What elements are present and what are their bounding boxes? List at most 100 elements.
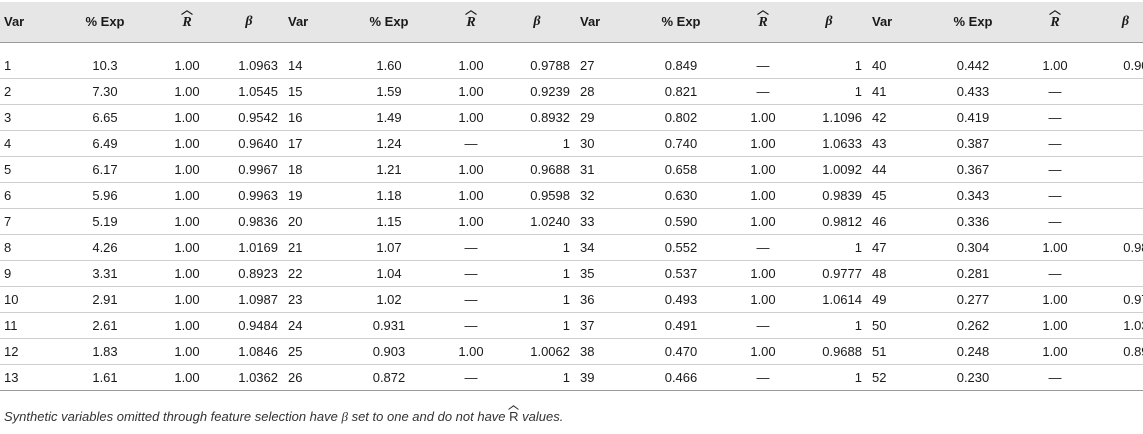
header-var: Var (872, 14, 893, 30)
cell-rhat: 1.00 (174, 109, 200, 125)
table-row: 7 5.19 1.00 0.9836 20 1.15 1.00 1.0240 33 0.590 1.… (0, 208, 1143, 234)
cell-rhat: — (756, 83, 770, 99)
cell-beta: 1 (854, 57, 862, 73)
cell-beta: 1.0062 (530, 343, 570, 359)
cell-var: 19 (288, 187, 303, 203)
rhat-symbol: R (465, 9, 478, 30)
cell-beta: 1 (1088, 130, 1143, 156)
cell-percent-explained: 1.21 (376, 161, 402, 177)
cell-percent-explained: 0.658 (664, 161, 698, 177)
cell-beta: 0.9484 (238, 317, 278, 333)
cell-percent-explained: 1.60 (376, 57, 402, 73)
cell-var: 8 (4, 239, 12, 255)
cell-rhat: — (756, 369, 770, 385)
table-row: 8 4.26 1.00 1.0169 21 1.07 — 1 34 0.552 — 1 47 0.304 1… (0, 234, 1143, 260)
cell-percent-explained: 0.590 (664, 213, 698, 229)
cell-var: 47 (872, 239, 887, 255)
cell-percent-explained: 0.262 (956, 317, 990, 333)
header-percent-explained: % Exp (369, 14, 409, 30)
cell-beta: 0.9963 (238, 187, 278, 203)
cell-beta: 1.0092 (822, 161, 862, 177)
cell-beta: 0.8932 (530, 109, 570, 125)
cell-percent-explained: 6.49 (92, 135, 118, 151)
table-row: 5 6.17 1.00 0.9967 18 1.21 1.00 0.9688 31 0.658 1.… (0, 156, 1143, 182)
cell-beta: 0.9598 (530, 187, 570, 203)
cell-percent-explained: 0.387 (956, 135, 990, 151)
cell-percent-explained: 0.343 (956, 187, 990, 203)
cell-beta: 1 (854, 369, 862, 385)
cell-percent-explained: 1.04 (376, 265, 402, 281)
cell-var: 50 (872, 317, 887, 333)
cell-beta: 0.9967 (238, 161, 278, 177)
header-rhat: R (730, 2, 796, 42)
cell-beta: 0.9688 (822, 343, 862, 359)
cell-var: 28 (580, 83, 595, 99)
cell-percent-explained: 0.442 (956, 57, 990, 73)
cell-percent-explained: 0.740 (664, 135, 698, 151)
cell-var: 12 (4, 343, 19, 359)
header-rhat: R (154, 2, 220, 42)
cell-var: 31 (580, 161, 595, 177)
cell-rhat: 1.00 (174, 343, 200, 359)
table-row: 2 7.30 1.00 1.0545 15 1.59 1.00 0.9239 28 0.821 — 1… (0, 78, 1143, 104)
cell-percent-explained: 4.26 (92, 239, 118, 255)
header-percent-explained: % Exp (85, 14, 125, 30)
cell-var: 46 (872, 213, 887, 229)
cell-percent-explained: 0.903 (372, 343, 406, 359)
cell-rhat: 1.00 (750, 135, 776, 151)
cell-var: 17 (288, 135, 303, 151)
cell-rhat: 1.00 (458, 161, 484, 177)
cell-var: 30 (580, 135, 595, 151)
cell-beta: 1.0362 (238, 369, 278, 385)
cell-percent-explained: 0.630 (664, 187, 698, 203)
beta-symbol: β (533, 14, 541, 30)
cell-rhat: 1.00 (458, 187, 484, 203)
cell-percent-explained: 0.552 (664, 239, 698, 255)
cell-percent-explained: 0.470 (664, 343, 698, 359)
cell-rhat: — (756, 239, 770, 255)
cell-beta: 0.9839 (822, 187, 862, 203)
cell-var: 25 (288, 343, 303, 359)
cell-var: 22 (288, 265, 303, 281)
hat-icon (757, 9, 770, 15)
cell-var: 20 (288, 213, 303, 229)
cell-beta: 1 (562, 369, 570, 385)
cell-percent-explained: 0.336 (956, 213, 990, 229)
cell-percent-explained: 1.83 (92, 343, 118, 359)
table-row: 3 6.65 1.00 0.9542 16 1.49 1.00 0.8932 29 0.802 1.… (0, 104, 1143, 130)
footnote-rhat-symbol: R (508, 405, 519, 424)
cell-rhat: 1.00 (174, 317, 200, 333)
cell-var: 35 (580, 265, 595, 281)
cell-percent-explained: 0.367 (956, 161, 990, 177)
header-var: Var (4, 14, 25, 30)
cell-rhat: 1.00 (174, 57, 200, 73)
cell-percent-explained: 0.931 (372, 317, 406, 333)
cell-percent-explained: 5.19 (92, 213, 118, 229)
cell-var: 26 (288, 369, 303, 385)
cell-percent-explained: 0.491 (664, 317, 698, 333)
rhat-letter: R (466, 14, 476, 30)
header-var: Var (288, 14, 309, 30)
cell-percent-explained: 6.17 (92, 161, 118, 177)
cell-beta: 0.9812 (822, 213, 862, 229)
cell-beta: 0.9828 (1123, 239, 1143, 255)
cell-percent-explained: 1.24 (376, 135, 402, 151)
cell-beta: 1 (854, 317, 862, 333)
cell-var: 51 (872, 343, 887, 359)
beta-symbol: β (1121, 14, 1130, 30)
cell-rhat: 1.00 (174, 213, 200, 229)
cell-beta: 1.0614 (822, 291, 862, 307)
cell-beta: 1.1096 (822, 109, 862, 125)
cell-percent-explained: 2.91 (92, 291, 118, 307)
cell-percent-explained: 0.872 (372, 369, 406, 385)
hat-icon (181, 9, 194, 15)
header-beta: β (220, 2, 284, 42)
cell-var: 41 (872, 83, 887, 99)
cell-var: 44 (872, 161, 887, 177)
header-percent-explained: % Exp (953, 14, 993, 30)
table-body: 1 10.3 1.00 1.0963 14 1.60 1.00 0.9788 27 0.849—1… (0, 42, 1143, 390)
rhat-symbol: R (1049, 9, 1062, 30)
